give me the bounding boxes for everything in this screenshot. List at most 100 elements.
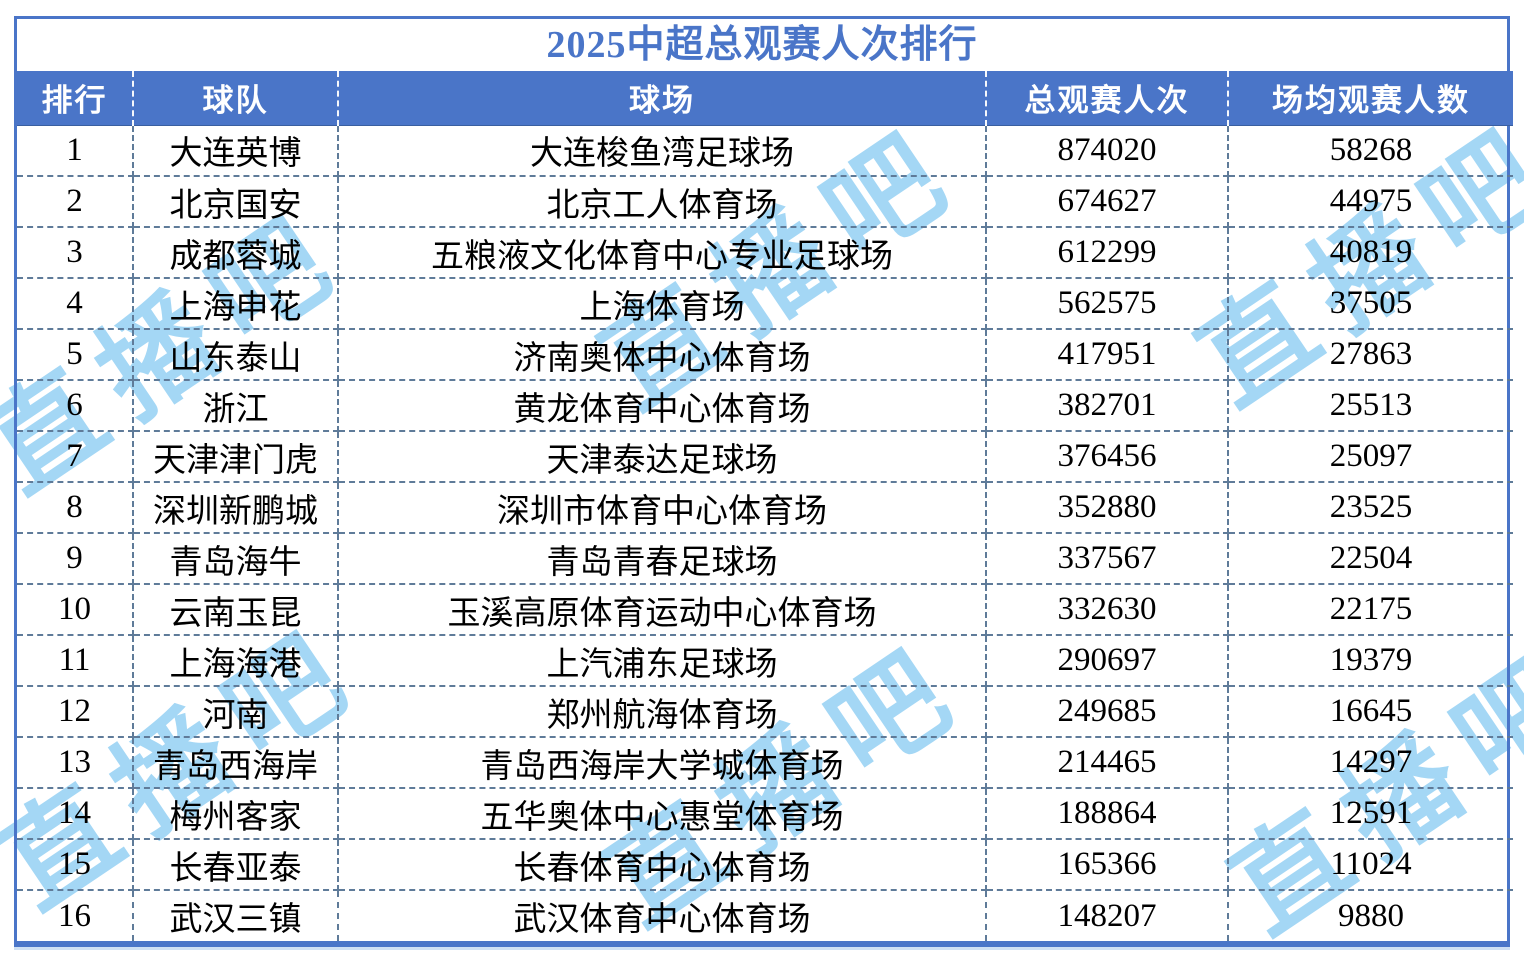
avg-attendance-cell: 22504 xyxy=(1228,533,1513,585)
total-attendance-cell: 249685 xyxy=(986,686,1229,738)
total-attendance-cell: 874020 xyxy=(986,125,1229,177)
total-attendance-cell: 562575 xyxy=(986,278,1229,330)
stadium-cell: 上海体育场 xyxy=(338,278,987,330)
page-title: 2025中超总观赛人次排行 xyxy=(546,24,978,66)
table-row: 1 大连英博 大连梭鱼湾足球场 874020 58268 xyxy=(17,125,1513,177)
avg-attendance-cell: 14297 xyxy=(1228,737,1513,789)
avg-attendance-cell: 25097 xyxy=(1228,431,1513,483)
rank-cell: 1 xyxy=(17,125,134,177)
rank-cell: 11 xyxy=(17,635,134,687)
avg-attendance-cell: 9880 xyxy=(1338,897,1404,934)
team-cell: 上海海港 xyxy=(133,635,339,687)
ranking-table: 排行 球队 球场 总观赛人次 场均观赛人数 1 大连英博 大连梭鱼湾足球场 87402… xyxy=(17,71,1513,941)
avg-attendance-cell: 22175 xyxy=(1228,584,1513,636)
stadium-cell: 郑州航海体育场 xyxy=(338,686,987,738)
stadium-cell: 天津泰达足球场 xyxy=(338,431,987,483)
team-cell: 成都蓉城 xyxy=(133,227,339,279)
avg-attendance-cell: 19379 xyxy=(1228,635,1513,687)
rank-cell: 7 xyxy=(17,431,134,483)
rank-cell: 4 xyxy=(17,278,134,330)
team-cell: 青岛西海岸 xyxy=(133,737,339,789)
total-attendance-cell: 417951 xyxy=(986,329,1229,381)
rank-cell: 15 xyxy=(17,839,134,891)
table-row: 13 青岛西海岸 青岛西海岸大学城体育场 214465 14297 xyxy=(17,737,1513,789)
total-attendance-cell: 188864 xyxy=(986,788,1229,840)
table-row: 9 青岛海牛 青岛青春足球场 337567 22504 xyxy=(17,533,1513,585)
table-row: 15 长春亚泰 长春体育中心体育场 165366 11024 xyxy=(17,839,1513,891)
total-attendance-cell: 612299 xyxy=(986,227,1229,279)
total-attendance-cell: 376456 xyxy=(986,431,1229,483)
table-row: 7 天津津门虎 天津泰达足球场 376456 25097 xyxy=(17,431,1513,483)
stadium-cell: 北京工人体育场 xyxy=(338,176,987,228)
stadium-cell: 武汉体育中心体育场 xyxy=(338,890,987,941)
stadium-cell: 五华奥体中心惠堂体育场 xyxy=(338,788,987,840)
table-row: 2 北京国安 北京工人体育场 674627 44975 xyxy=(17,176,1513,228)
rank-cell: 14 xyxy=(17,788,134,840)
team-cell: 云南玉昆 xyxy=(133,584,339,636)
avg-attendance-cell: 40819 xyxy=(1228,227,1513,279)
avg-attendance-cell: 37505 xyxy=(1228,278,1513,330)
stadium-cell: 青岛西海岸大学城体育场 xyxy=(338,737,987,789)
table-row: 10 云南玉昆 玉溪高原体育运动中心体育场 332630 22175 xyxy=(17,584,1513,636)
table-row: 5 山东泰山 济南奥体中心体育场 417951 27863 xyxy=(17,329,1513,381)
avg-attendance-cell: 23525 xyxy=(1228,482,1513,534)
team-cell: 长春亚泰 xyxy=(133,839,339,891)
avg-attendance-cell: 16645 xyxy=(1228,686,1513,738)
avg-attendance-cell: 58268 xyxy=(1228,125,1513,177)
team-cell: 大连英博 xyxy=(133,125,339,177)
column-header-stadium: 球场 xyxy=(338,71,987,126)
rank-cell: 3 xyxy=(17,227,134,279)
team-cell: 武汉三镇 xyxy=(133,890,339,941)
table-row: 14 梅州客家 五华奥体中心惠堂体育场 188864 12591 xyxy=(17,788,1513,840)
stadium-cell: 黄龙体育中心体育场 xyxy=(338,380,987,432)
rank-cell: 5 xyxy=(17,329,134,381)
avg-attendance-cell: 25513 xyxy=(1228,380,1513,432)
stadium-cell: 大连梭鱼湾足球场 xyxy=(338,125,987,177)
stadium-cell: 上汽浦东足球场 xyxy=(338,635,987,687)
header-row: 排行 球队 球场 总观赛人次 场均观赛人数 xyxy=(17,71,1513,126)
stadium-cell: 青岛青春足球场 xyxy=(338,533,987,585)
table-row: 3 成都蓉城 五粮液文化体育中心专业足球场 612299 40819 xyxy=(17,227,1513,279)
total-attendance-cell: 214465 xyxy=(986,737,1229,789)
stadium-cell: 五粮液文化体育中心专业足球场 xyxy=(338,227,987,279)
total-attendance-cell: 674627 xyxy=(986,176,1229,228)
column-header-total-attendance: 总观赛人次 xyxy=(986,71,1229,126)
team-cell: 青岛海牛 xyxy=(133,533,339,585)
stadium-cell: 玉溪高原体育运动中心体育场 xyxy=(338,584,987,636)
table-body: 1 大连英博 大连梭鱼湾足球场 874020 58268 2 北京国安 北京工人体育场 6746… xyxy=(17,125,1513,941)
total-attendance-cell: 165366 xyxy=(986,839,1229,891)
team-cell: 河南 xyxy=(133,686,339,738)
total-attendance-cell: 382701 xyxy=(986,380,1229,432)
table-row: 16 武汉三镇 武汉体育中心体育场 148207 9880 xyxy=(17,890,1513,941)
team-cell: 北京国安 xyxy=(133,176,339,228)
avg-attendance-cell: 44975 xyxy=(1228,176,1513,228)
rank-cell: 10 xyxy=(17,584,134,636)
stadium-cell: 济南奥体中心体育场 xyxy=(338,329,987,381)
total-attendance-cell: 332630 xyxy=(986,584,1229,636)
table-row: 4 上海申花 上海体育场 562575 37505 xyxy=(17,278,1513,330)
total-attendance-cell: 290697 xyxy=(986,635,1229,687)
avg-attendance-cell: 11024 xyxy=(1228,839,1513,891)
column-header-rank: 排行 xyxy=(17,71,134,126)
column-header-team: 球队 xyxy=(133,71,339,126)
avg-attendance-cell: 12591 xyxy=(1228,788,1513,840)
table-row: 6 浙江 黄龙体育中心体育场 382701 25513 xyxy=(17,380,1513,432)
rank-cell: 9 xyxy=(17,533,134,585)
total-attendance-cell: 148207 xyxy=(986,890,1229,941)
team-cell: 浙江 xyxy=(133,380,339,432)
rank-cell: 2 xyxy=(17,176,134,228)
total-attendance-cell: 337567 xyxy=(986,533,1229,585)
avg-attendance-cell: 27863 xyxy=(1228,329,1513,381)
table-row: 12 河南 郑州航海体育场 249685 16645 xyxy=(17,686,1513,738)
ranking-card: 2025中超总观赛人次排行 排行 球队 球场 总观赛人次 场均观赛人数 1 大连英… xyxy=(14,16,1513,947)
rank-cell: 8 xyxy=(17,482,134,534)
stadium-cell: 长春体育中心体育场 xyxy=(338,839,987,891)
team-cell: 山东泰山 xyxy=(133,329,339,381)
rank-cell: 13 xyxy=(17,737,134,789)
team-cell: 梅州客家 xyxy=(133,788,339,840)
stadium-cell: 深圳市体育中心体育场 xyxy=(338,482,987,534)
column-header-avg-attendance: 场均观赛人数 xyxy=(1228,71,1513,126)
rank-cell: 6 xyxy=(17,380,134,432)
table-row: 8 深圳新鹏城 深圳市体育中心体育场 352880 23525 xyxy=(17,482,1513,534)
